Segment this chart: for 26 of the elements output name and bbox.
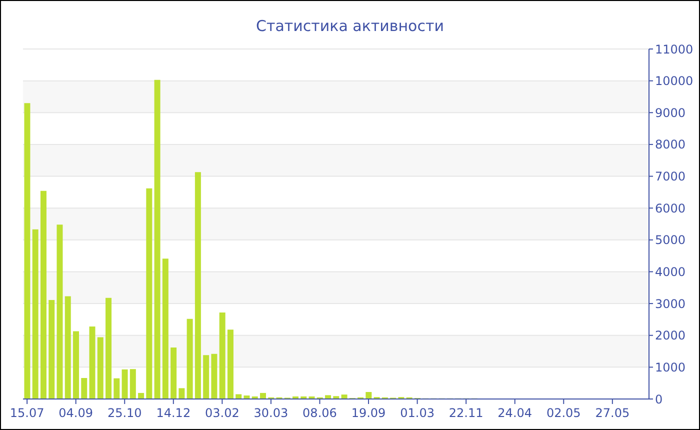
y-tick-label: 11000: [655, 42, 694, 56]
y-tick-label: 4000: [655, 264, 686, 279]
x-tick-label: 30.03: [254, 406, 288, 420]
y-tick-label: 6000: [655, 201, 686, 216]
y-tick-label: 3000: [655, 296, 686, 311]
x-tick-label: 04.09: [58, 406, 94, 420]
y-tick-label: 1000: [655, 360, 686, 374]
x-tick-label: 19.09: [351, 406, 386, 420]
x-tick-label: 02.05: [546, 406, 581, 420]
x-tick-label: 01.03: [400, 406, 434, 420]
x-tick-label: 03.02: [205, 406, 240, 420]
y-tick-label: 10000: [655, 74, 694, 88]
x-tick-label: 25.10: [107, 406, 142, 420]
x-tick-label: 27.05: [595, 406, 630, 420]
x-tick-label: 08.06: [302, 406, 337, 420]
y-tick-label: 7000: [655, 170, 686, 184]
y-tick-label: 8000: [655, 138, 686, 152]
x-tick-label: 14.12: [156, 406, 191, 420]
y-tick-label: 5000: [655, 233, 686, 248]
x-tick-label: 24.04: [498, 406, 532, 420]
x-tick-label: 22.11: [448, 406, 484, 420]
y-tick-label: 9000: [655, 106, 686, 120]
x-tick-label: 15.07: [10, 406, 44, 420]
y-tick-label: 0: [655, 392, 663, 406]
chart-title: Статистика активности: [255, 17, 445, 37]
y-tick-label: 2000: [655, 328, 686, 343]
